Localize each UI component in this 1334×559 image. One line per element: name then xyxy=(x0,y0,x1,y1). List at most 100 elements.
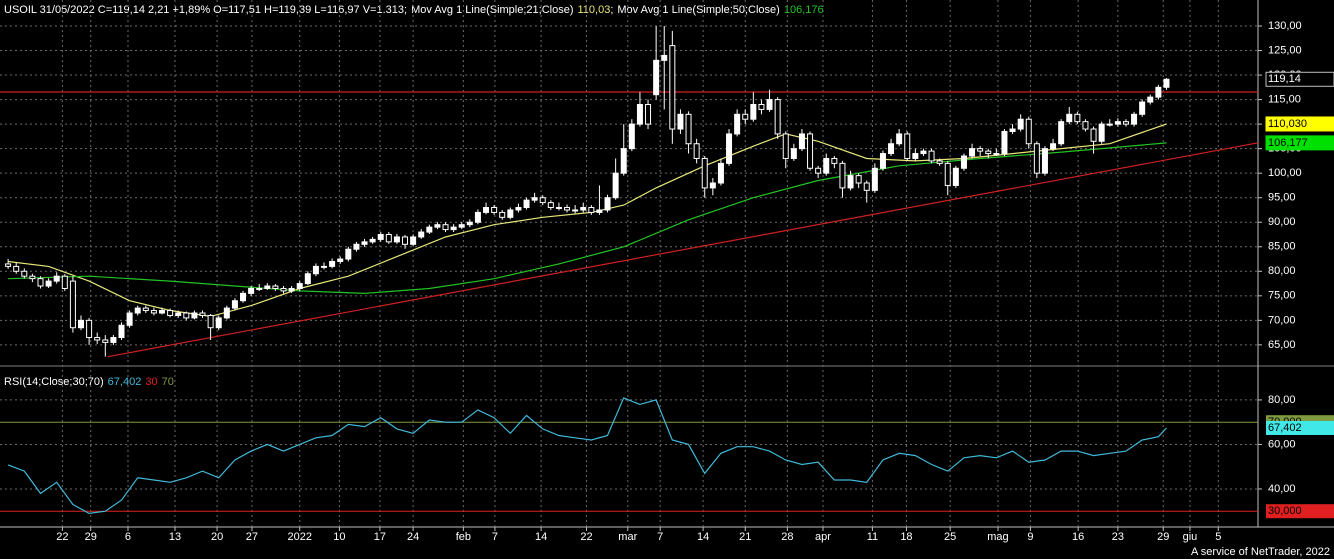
candle-body xyxy=(1090,128,1097,142)
candle-body xyxy=(426,226,433,233)
candle-body xyxy=(888,143,895,155)
y-tick-label: 90,00 xyxy=(1268,216,1296,228)
candle-body xyxy=(612,172,619,199)
candle-body xyxy=(304,273,311,285)
candle-body xyxy=(312,265,319,275)
candle-body xyxy=(645,103,652,125)
candle-body xyxy=(742,113,749,120)
candle-body xyxy=(790,148,797,159)
x-tick-label: 22 xyxy=(580,531,592,543)
candle-body xyxy=(434,224,441,228)
candle-body xyxy=(385,234,392,243)
candle-body xyxy=(118,324,125,339)
candle-body xyxy=(709,182,716,189)
rsi-tag-label: 67,402 xyxy=(1268,422,1302,434)
x-tick-label: 23 xyxy=(1112,531,1124,543)
legend-value: 110,03 xyxy=(578,4,611,16)
x-tick-label: 14 xyxy=(697,531,709,543)
candle-body xyxy=(450,226,457,231)
candle-body xyxy=(402,236,409,245)
rsi-line xyxy=(7,397,1167,515)
candle-body xyxy=(677,113,684,130)
candle-body xyxy=(361,241,368,245)
candle-body xyxy=(499,211,506,218)
candle-body xyxy=(329,260,336,267)
level-tag-label: 30,000 xyxy=(1268,505,1302,517)
candle-body xyxy=(418,231,425,238)
candle-body xyxy=(555,207,562,210)
rsi-header: RSI(14;Close;30;70) 67,402 30 70 xyxy=(4,376,174,388)
candle-body xyxy=(272,285,279,289)
y-tick-label: 80,00 xyxy=(1268,394,1296,406)
candle-body xyxy=(871,167,878,191)
candle-body xyxy=(831,157,838,164)
candle-body xyxy=(264,285,271,289)
candle-body xyxy=(1025,118,1032,145)
candle-body xyxy=(1066,113,1073,123)
candle-body xyxy=(977,148,984,152)
candle-body xyxy=(531,197,538,201)
rsi-name: RSI(14;Close;30;70) xyxy=(4,376,104,388)
candle-body xyxy=(523,199,530,209)
candle-body xyxy=(879,153,886,169)
candle-body xyxy=(86,319,93,339)
candle-body xyxy=(952,167,959,186)
candle-body xyxy=(1139,101,1146,115)
candle-body xyxy=(1122,121,1129,125)
x-tick-label: 10 xyxy=(333,531,345,543)
x-tick-label: 14 xyxy=(535,531,547,543)
candle-body xyxy=(1131,113,1138,125)
candle-body xyxy=(1098,123,1105,142)
x-tick-label: 11 xyxy=(867,531,878,543)
candle-body xyxy=(491,207,498,213)
moving-average xyxy=(8,142,1167,295)
candle-body xyxy=(620,148,627,174)
candle-body xyxy=(223,307,230,319)
x-tick-label: apr xyxy=(815,531,831,543)
x-tick-label: giu xyxy=(1183,531,1198,543)
candle-body xyxy=(1041,148,1048,174)
candle-body xyxy=(701,157,708,189)
candle-body xyxy=(920,150,927,155)
candle-body xyxy=(150,310,157,314)
candle-body xyxy=(474,211,481,223)
candle-body xyxy=(61,275,68,289)
candle-body xyxy=(596,209,603,213)
candle-body xyxy=(369,238,376,243)
candle-body xyxy=(256,287,263,290)
x-tick-label: 20 xyxy=(211,531,223,543)
candle-body xyxy=(993,153,1000,156)
candle-body xyxy=(1017,118,1024,130)
rsi-tag xyxy=(1266,420,1334,435)
candle-body xyxy=(142,307,149,312)
candle-body xyxy=(183,312,190,319)
candle-body xyxy=(296,283,303,289)
candle-body xyxy=(904,133,911,159)
candle-body xyxy=(798,133,805,150)
candle-body xyxy=(21,270,28,277)
candle-body xyxy=(110,337,117,343)
candle-body xyxy=(134,307,141,314)
candle-body xyxy=(345,248,352,260)
footer: A service of NetTrader, 2022 xyxy=(1191,546,1330,558)
chart-header: USOIL 31/05/2022 C=119,14 2,21 +1,89% O=… xyxy=(4,4,824,16)
candle-body xyxy=(572,209,579,212)
level-tag xyxy=(1266,504,1334,519)
x-tick-label: 7 xyxy=(492,531,498,543)
candle-body xyxy=(1147,96,1154,103)
y-tick-label: 125,00 xyxy=(1268,44,1302,56)
candle-body xyxy=(159,310,166,314)
rsi-level-label: 70 xyxy=(162,376,174,388)
candle-body xyxy=(215,317,222,329)
y-tick-label: 70,00 xyxy=(1268,314,1296,326)
candle-body xyxy=(661,54,668,61)
candle-body xyxy=(199,312,206,316)
price-tag xyxy=(1265,71,1334,87)
x-tick-label: 5 xyxy=(1215,531,1221,543)
candle-body xyxy=(13,265,20,272)
candle-body xyxy=(1114,121,1121,125)
candle-body xyxy=(1009,128,1016,132)
candle-body xyxy=(807,133,814,169)
y-tick-label: 40,00 xyxy=(1268,483,1296,495)
